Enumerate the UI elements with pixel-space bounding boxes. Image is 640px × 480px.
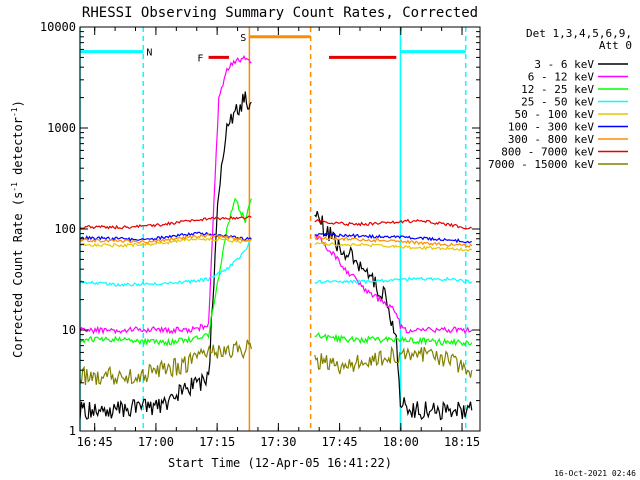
legend-label: 6 - 12 keV xyxy=(528,71,595,84)
series-line-4 xyxy=(314,241,473,252)
observing-bar-label: N xyxy=(146,48,152,59)
series-line-1 xyxy=(314,234,473,335)
series-line-5 xyxy=(314,232,472,244)
y-axis-label-suffix: ) xyxy=(11,100,25,107)
x-tick-label: 17:30 xyxy=(260,435,296,449)
series-line-2 xyxy=(79,197,252,347)
x-tick-label: 18:15 xyxy=(444,435,480,449)
x-tick-label: 16:45 xyxy=(77,435,113,449)
y-tick-label: 1 xyxy=(69,424,76,438)
legend-label: 100 - 300 keV xyxy=(508,121,594,134)
data-series xyxy=(79,54,473,421)
series-line-6 xyxy=(79,233,252,245)
series-line-6 xyxy=(314,235,473,248)
series-line-3 xyxy=(314,276,473,285)
legend-label: 7000 - 15000 keV xyxy=(488,158,594,171)
axes: 16:45 17:00 17:15 17:30 17:45 18:00 18:15 1 10 10… xyxy=(40,20,480,449)
series-line-2 xyxy=(314,332,473,347)
legend-label: 12 - 25 keV xyxy=(521,83,594,96)
y-tick-label: 10000 xyxy=(40,20,76,34)
series-line-8 xyxy=(79,339,252,386)
y-axis-label-prefix: Corrected Count Rate (s xyxy=(11,192,25,358)
y-tick-label: 10 xyxy=(62,323,76,337)
observing-bar-label: F xyxy=(197,53,203,64)
legend-label: 50 - 100 keV xyxy=(515,108,595,121)
series-line-8 xyxy=(314,345,473,378)
x-tick-label: 17:15 xyxy=(199,435,235,449)
x-tick-label: 17:00 xyxy=(138,435,174,449)
x-axis-label: Start Time (12-Apr-05 16:41:22) xyxy=(168,456,392,470)
marker-lines xyxy=(79,27,467,431)
series-line-4 xyxy=(79,236,252,248)
series-line-0 xyxy=(79,91,252,420)
series-line-7 xyxy=(79,215,252,230)
observing-bars: N F S xyxy=(80,33,466,64)
series-line-1 xyxy=(79,54,252,335)
observing-bar-label: S xyxy=(240,33,246,44)
plot-frame xyxy=(79,26,481,432)
legend-header-line-1: Det 1,3,4,5,6,9, xyxy=(526,27,632,40)
y-axis-label-middle: detector xyxy=(11,117,25,182)
footer-timestamp: 16-Oct-2021 02:46 xyxy=(554,469,636,478)
y-tick-label: 100 xyxy=(54,222,76,236)
legend-label: 25 - 50 keV xyxy=(521,96,594,109)
y-axis-label-exponent-1: -1 xyxy=(10,182,19,192)
legend-label: 300 - 800 keV xyxy=(508,133,594,146)
x-tick-label: 18:00 xyxy=(383,435,419,449)
legend-header-line-2: Att 0 xyxy=(599,39,632,52)
series-line-0 xyxy=(314,211,473,421)
y-axis-label-exponent-2: -1 xyxy=(10,107,19,117)
series-line-3 xyxy=(79,238,252,287)
series-line-7 xyxy=(314,218,473,230)
series-line-5 xyxy=(79,231,252,242)
y-tick-label: 1000 xyxy=(47,121,76,135)
x-tick-label: 17:45 xyxy=(322,435,358,449)
legend-label: 800 - 7000 keV xyxy=(501,146,594,159)
legend-label: 3 - 6 keV xyxy=(534,58,594,71)
chart-title: RHESSI Observing Summary Count Rates, Co… xyxy=(82,5,478,21)
y-axis-label: Corrected Count Rate (s-1 detector-1) xyxy=(10,100,25,358)
